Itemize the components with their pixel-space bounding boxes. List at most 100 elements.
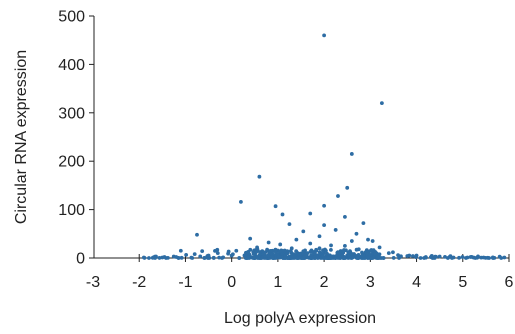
- data-point: [491, 255, 496, 260]
- data-point: [347, 251, 352, 256]
- y-tick-label: 500: [58, 9, 85, 26]
- data-point: [460, 255, 465, 259]
- x-tick-label: 2: [320, 274, 329, 291]
- axis-labels: 0 100 200 300 400 500 -3 -2 -1 0 1 2 3 4 5 6: [58, 9, 513, 292]
- data-point: [189, 255, 194, 260]
- y-tick-label: 300: [58, 105, 85, 122]
- data-point: [248, 247, 253, 252]
- data-point: [309, 256, 314, 260]
- data-point: [266, 253, 271, 258]
- data-point: [410, 254, 415, 258]
- data-point: [497, 254, 502, 259]
- data-point: [317, 234, 322, 239]
- data-point: [324, 248, 328, 253]
- data-point: [322, 256, 327, 260]
- data-point: [342, 248, 346, 252]
- data-point: [329, 243, 333, 248]
- data-point: [273, 204, 278, 209]
- data-point: [226, 251, 231, 256]
- data-point: [256, 255, 261, 260]
- data-point: [354, 231, 359, 236]
- data-point: [295, 251, 299, 256]
- data-point: [469, 254, 474, 259]
- data-point: [217, 255, 222, 260]
- data-point: [377, 252, 382, 257]
- data-point: [343, 214, 347, 219]
- data-point: [391, 250, 395, 255]
- data-point: [301, 256, 306, 260]
- data-point: [258, 250, 262, 254]
- data-point: [317, 250, 322, 255]
- data-point: [278, 242, 283, 247]
- data-point: [282, 256, 287, 260]
- data-point: [206, 253, 211, 258]
- data-point: [279, 255, 284, 259]
- data-point: [379, 101, 384, 106]
- x-axis-title: Log polyA expression: [224, 310, 376, 327]
- data-point: [251, 252, 256, 256]
- data-point: [321, 248, 325, 253]
- data-point: [437, 254, 442, 259]
- data-point: [369, 248, 373, 253]
- x-tick-label: 0: [227, 274, 236, 291]
- data-point: [349, 239, 354, 243]
- data-point: [266, 240, 271, 245]
- data-point: [381, 256, 386, 260]
- data-point: [280, 212, 285, 217]
- data-point: [361, 221, 366, 226]
- x-tick-label: 3: [366, 274, 375, 291]
- data-point: [255, 245, 259, 250]
- y-tick-label: 400: [58, 57, 85, 74]
- data-point: [270, 256, 275, 260]
- data-point: [287, 222, 292, 227]
- axes: [89, 15, 510, 262]
- data-point: [366, 254, 371, 259]
- data-point: [423, 255, 428, 259]
- data-point: [306, 255, 311, 260]
- data-point: [465, 255, 470, 260]
- data-point: [245, 250, 250, 255]
- data-point: [308, 211, 313, 216]
- data-points: [141, 33, 507, 260]
- x-tick-label: -1: [178, 274, 192, 291]
- data-point: [198, 254, 203, 259]
- data-point: [179, 255, 184, 260]
- data-point: [434, 254, 438, 259]
- data-point: [301, 229, 306, 234]
- data-point: [348, 255, 353, 260]
- data-point: [308, 249, 313, 254]
- x-tick-label: -3: [86, 274, 100, 291]
- data-point: [373, 252, 377, 257]
- data-point: [292, 254, 297, 259]
- data-point: [192, 252, 197, 257]
- data-point: [276, 253, 280, 258]
- data-point: [298, 256, 303, 260]
- data-point: [481, 255, 486, 260]
- data-point: [414, 253, 419, 258]
- data-point: [443, 255, 447, 259]
- data-point: [151, 255, 155, 260]
- data-point: [325, 256, 330, 260]
- data-point: [289, 246, 294, 251]
- data-point: [336, 194, 340, 198]
- data-point: [308, 241, 313, 246]
- data-point: [363, 250, 368, 255]
- data-point: [356, 247, 361, 252]
- y-axis-title: Circular RNA expression: [13, 50, 30, 224]
- x-tick-label: 4: [412, 274, 421, 291]
- x-tick-label: 6: [505, 274, 514, 291]
- data-point: [487, 256, 491, 260]
- data-point: [366, 237, 370, 242]
- data-point: [343, 244, 347, 248]
- data-point: [262, 252, 266, 257]
- data-point: [202, 256, 207, 260]
- y-tick-label: 200: [58, 154, 85, 171]
- data-point: [247, 255, 252, 260]
- data-point: [248, 236, 253, 241]
- data-point: [341, 255, 346, 260]
- data-point: [322, 33, 327, 38]
- data-point: [349, 152, 354, 156]
- data-point: [313, 255, 318, 260]
- data-point: [289, 256, 294, 260]
